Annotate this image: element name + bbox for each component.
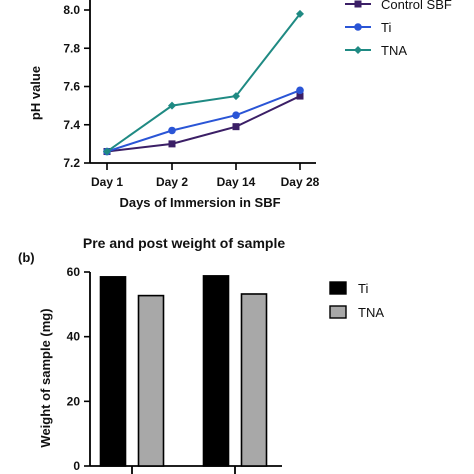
data-point [168,140,176,148]
line-chart-series [103,9,304,156]
bar-tna [240,293,268,467]
bar-chart-y-tick-label: 40 [67,330,81,344]
data-point [168,126,176,135]
series-line [106,95,301,153]
line-chart-y-ticks: 7.2 7.4 7.6 7.8 8.0 [63,3,90,170]
legend-swatch [329,281,347,295]
bar-ti [99,276,127,467]
line-chart-y-tick-label: 8.0 [63,3,80,17]
legend-label: Ti [381,20,391,35]
legend-label: Ti [358,281,368,296]
line-chart: 7.2 7.4 7.6 7.8 8.0 Day 1 Day 2 Day 14 Day 28 p… [28,0,452,210]
bar-chart-bars [99,275,268,467]
line-chart-y-tick-label: 7.2 [63,156,80,170]
line-chart-y-label: pH value [28,66,43,120]
data-point [232,111,240,119]
bar-ti [202,275,230,467]
panel-label-b: (b) [18,250,35,265]
series-line [106,13,301,153]
bar-chart-y-tick-label: 0 [73,459,80,473]
line-chart-x-ticks: Day 1 Day 2 Day 14 Day 28 [91,163,320,189]
data-point [103,147,111,156]
bar-chart-y-tick-label: 60 [67,265,81,279]
series-ti [103,86,304,156]
legend-marker [354,0,362,8]
line-chart-y-tick-label: 7.4 [63,118,80,132]
data-point [168,101,176,110]
data-point [232,92,240,101]
data-point [296,9,304,18]
legend-label: Control SBF [381,0,452,12]
series-line [106,89,301,153]
line-chart-x-tick-label: Day 14 [217,175,256,189]
legend-label: TNA [358,305,384,320]
bar-tna [137,294,165,467]
bar-chart-y-ticks: 0 20 40 60 [67,265,90,473]
legend-marker [354,23,362,31]
series-tna [103,9,304,156]
legend-swatch [329,305,347,319]
legend-marker [354,46,362,54]
data-point [296,92,304,100]
line-chart-y-tick-label: 7.8 [63,41,80,55]
data-point [296,86,304,95]
line-chart-x-tick-label: Day 28 [281,175,320,189]
bar-chart-title: Pre and post weight of sample [83,235,285,251]
line-chart-y-tick-label: 7.6 [63,80,80,94]
line-chart-x-tick-label: Day 1 [91,175,123,189]
line-chart-legend: Control SBF Ti TNA [345,0,452,58]
legend-label: TNA [381,43,407,58]
bar-chart: (b) Pre and post weight of sample 0 20 40 6… [18,235,384,474]
bar-chart-y-label: Weight of sample (mg) [38,308,53,447]
data-point [232,123,240,131]
bar-chart-y-tick-label: 20 [67,394,81,408]
bar-chart-legend: Ti TNA [329,281,384,320]
line-chart-x-tick-label: Day 2 [156,175,188,189]
line-chart-x-label: Days of Immersion in SBF [119,195,280,210]
